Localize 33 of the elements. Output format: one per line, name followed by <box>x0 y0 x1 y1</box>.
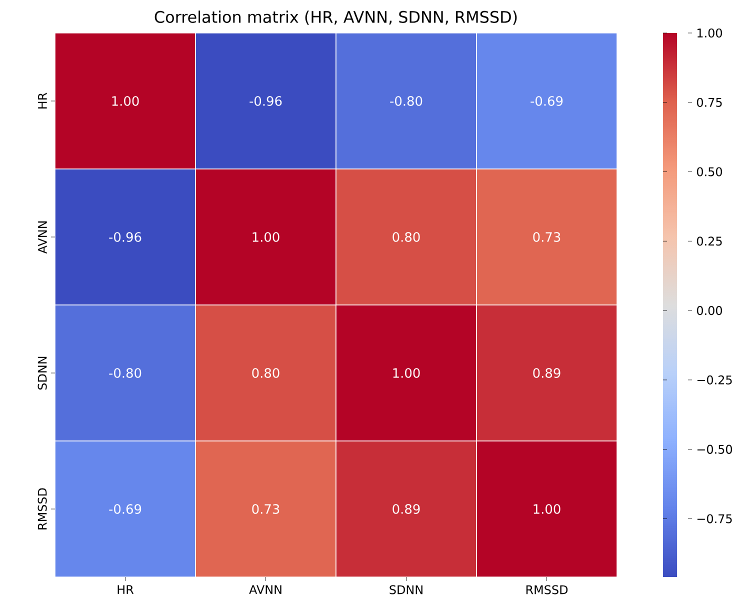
data-label: 0.73 <box>533 232 560 242</box>
color-bar-label: 0.25 <box>696 236 722 246</box>
x-tick-label: HR <box>118 585 134 594</box>
color-bar-label: 0.50 <box>696 167 722 176</box>
data-label: -0.80 <box>390 96 422 106</box>
x-tick-label: SDNN <box>390 585 422 594</box>
data-label: 1.00 <box>393 368 420 378</box>
data-label: -0.96 <box>109 232 142 242</box>
x-tick-label: RMSSD <box>526 585 568 594</box>
data-label: 1.00 <box>112 96 139 106</box>
color-bar-label: 0.00 <box>696 306 722 316</box>
data-label: 0.89 <box>392 504 420 514</box>
data-label: -0.96 <box>250 96 282 106</box>
data-label: 0.80 <box>252 368 280 378</box>
data-label: 1.00 <box>534 504 560 514</box>
data-label: 0.89 <box>533 368 560 378</box>
y-tick-label: HR <box>38 92 47 108</box>
color-bar-label: 0.75 <box>696 98 722 107</box>
data-label: -0.80 <box>109 368 142 378</box>
x-tick-label: AVNN <box>249 585 282 594</box>
color-bar-label: 1.00 <box>698 28 722 38</box>
color-bar-label: −0.75 <box>697 514 732 524</box>
data-label: 1.00 <box>252 232 280 242</box>
chart-title: Correlation matrix (HR, AVNN, SDNN, RMSSD) <box>154 10 517 25</box>
color-bar-label: −0.25 <box>697 375 732 384</box>
y-tick-label: RMSSD <box>38 488 47 530</box>
color-bar-label: −0.50 <box>697 444 732 454</box>
data-label: -0.69 <box>109 504 142 514</box>
y-tick-label: SDNN <box>38 356 47 390</box>
data-label: 0.73 <box>252 504 280 514</box>
data-label: 0.80 <box>392 232 420 242</box>
data-label: -0.69 <box>530 96 563 106</box>
y-tick-label: AVNN <box>38 221 47 254</box>
